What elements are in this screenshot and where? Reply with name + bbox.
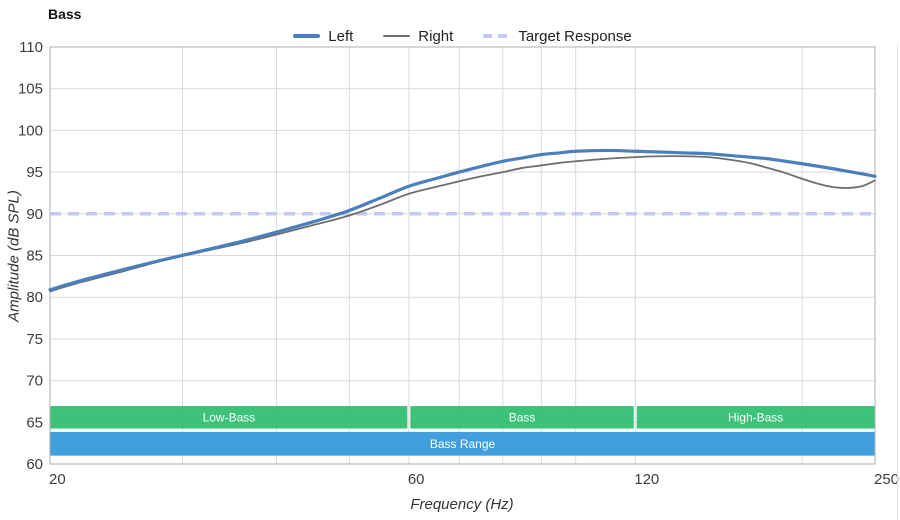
y-tick-label: 70 [26, 373, 43, 390]
y-tick-labels: 110 105 100 95 90 85 80 75 70 65 60 [18, 39, 43, 473]
plot-border [49, 46, 876, 465]
x-tick-label: 60 [408, 471, 425, 488]
y-tick-label: 60 [26, 456, 43, 473]
y-tick-label: 85 [26, 248, 43, 265]
y-axis-title: Amplitude (dB SPL) [5, 190, 23, 322]
legend-swatch-right [383, 35, 411, 37]
legend-item-target-response[interactable]: Target Response [483, 27, 632, 45]
y-tick-label: 65 [26, 414, 43, 431]
bands-group: Low-Bass Bass High-Bass Bass Range [50, 406, 875, 456]
chart-title: Bass [48, 6, 82, 22]
grid-lines [50, 46, 875, 465]
x-tick-label: 250 [874, 471, 899, 488]
legend: Left Right Target Response [50, 26, 875, 46]
legend-swatch-target-response [483, 34, 511, 38]
y-tick-label: 100 [18, 122, 43, 139]
band-bass [410, 406, 634, 429]
band-label-bass: Bass [509, 410, 536, 424]
legend-item-right[interactable]: Right [383, 28, 453, 45]
band-label-high-bass: High-Bass [728, 410, 783, 424]
legend-label: Left [328, 27, 354, 45]
y-tick-label: 110 [19, 39, 43, 56]
y-tick-label: 105 [18, 81, 43, 98]
band-label-bass-range: Bass Range [430, 437, 496, 451]
legend-label: Right [418, 27, 454, 45]
legend-label: Target Response [518, 27, 632, 45]
x-tick-labels: 20 60 120 250 [49, 471, 899, 488]
x-tick-label: 120 [634, 471, 659, 488]
legend-item-left[interactable]: Left [293, 28, 353, 45]
x-tick-label: 20 [49, 471, 66, 488]
y-tick-label: 90 [26, 206, 43, 223]
band-high-bass [636, 406, 875, 429]
band-label-low-bass: Low-Bass [203, 410, 256, 424]
band-low-bass [50, 406, 408, 429]
x-axis-title: Frequency (Hz) [410, 496, 514, 513]
y-tick-label: 75 [26, 331, 43, 348]
legend-swatch-left [293, 34, 321, 38]
band-bass-range [50, 431, 875, 456]
y-tick-label: 95 [26, 164, 43, 181]
right-curve [49, 155, 876, 293]
window-edge-divider [897, 44, 898, 520]
left-curve [48, 148, 877, 292]
y-tick-label: 80 [26, 289, 43, 306]
